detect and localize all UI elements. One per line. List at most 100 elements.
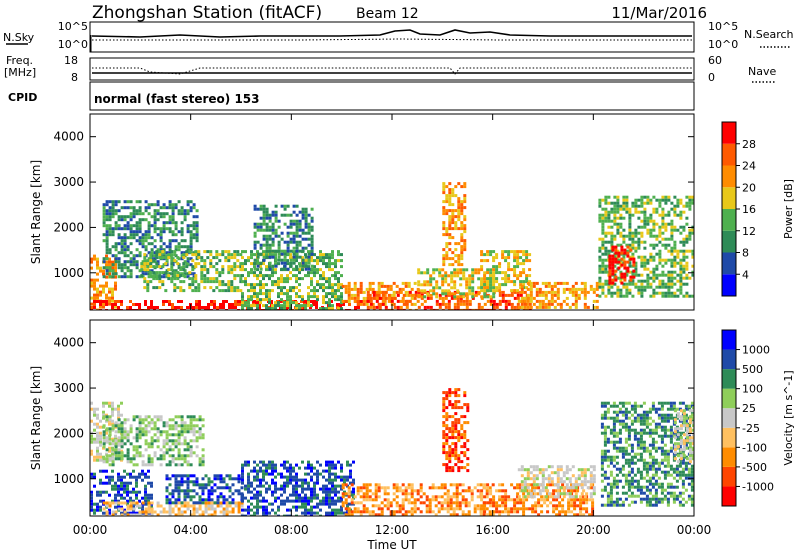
echo-cell	[159, 227, 163, 231]
echo-cell	[180, 513, 184, 516]
echo-cell	[622, 240, 626, 244]
echo-cell	[389, 287, 393, 291]
echo-cell	[664, 282, 668, 286]
echo-cell	[286, 225, 290, 229]
echo-cell	[667, 279, 671, 283]
echo-cell	[286, 298, 289, 302]
echo-cell	[253, 253, 256, 257]
echo-cell	[141, 233, 145, 237]
echo-cell	[237, 504, 241, 508]
echo-cell	[337, 259, 340, 263]
echo-cell	[465, 296, 469, 300]
echo-cell	[120, 421, 124, 425]
echo-cell	[598, 213, 602, 217]
echo-cell	[443, 498, 447, 502]
echo-cell	[111, 401, 114, 405]
echo-cell	[631, 282, 635, 286]
echo-cell	[90, 281, 93, 285]
echo-cell	[340, 478, 343, 482]
echo-cell	[132, 206, 136, 210]
echo-cell	[259, 225, 263, 229]
echo-cell	[180, 457, 184, 461]
echo-cell	[398, 507, 402, 511]
echo-cell	[165, 421, 169, 425]
echo-cell	[352, 487, 355, 491]
echo-cell	[372, 308, 376, 310]
echo-cell	[117, 457, 121, 461]
echo-cell	[168, 230, 172, 234]
echo-cell	[171, 489, 175, 493]
echo-cell	[117, 209, 121, 213]
echo-cell	[90, 260, 93, 264]
echo-cell	[105, 272, 109, 276]
echo-cell	[192, 504, 196, 508]
echo-cell	[676, 279, 680, 283]
echo-cell	[483, 308, 487, 310]
echo-cell	[442, 436, 446, 440]
echo-cell	[165, 433, 169, 437]
echo-cell	[347, 507, 351, 511]
echo-cell	[310, 225, 314, 229]
echo-cell	[165, 269, 169, 273]
echo-cell	[105, 257, 109, 261]
echo-cell	[451, 427, 455, 431]
echo-cell	[667, 294, 671, 298]
echo-cell	[234, 303, 237, 306]
echo-cell	[670, 237, 674, 241]
echo-cell	[141, 460, 145, 464]
echo-cell	[117, 427, 121, 431]
echo-cell	[392, 293, 396, 297]
echo-cell	[253, 292, 256, 296]
echo-cell	[170, 265, 174, 269]
echo-cell	[340, 469, 343, 473]
echo-cell	[457, 421, 461, 425]
echo-cell	[544, 296, 548, 300]
echo-cell	[461, 483, 465, 487]
echo-cell	[186, 504, 190, 508]
echo-cell	[445, 212, 449, 216]
echo-cell	[316, 268, 319, 272]
echo-cell	[652, 219, 656, 223]
echo-cell	[620, 272, 624, 276]
echo-cell	[183, 215, 187, 219]
echo-cell	[152, 271, 156, 275]
echo-cell	[614, 275, 618, 279]
echo-cell	[631, 201, 635, 205]
echo-cell	[150, 442, 154, 446]
echo-cell	[189, 480, 193, 484]
echo-cell	[447, 299, 451, 303]
echo-cell	[189, 239, 193, 243]
echo-cell	[292, 487, 295, 491]
echo-cell	[474, 271, 478, 275]
echo-cell	[117, 454, 121, 458]
echo-cell	[544, 281, 548, 285]
echo-cell	[640, 231, 644, 235]
echo-cell	[168, 218, 172, 222]
echo-cell	[262, 475, 265, 479]
echo-cell	[640, 198, 644, 202]
echo-cell	[336, 303, 339, 306]
echo-cell	[679, 225, 683, 229]
echo-cell	[614, 269, 618, 273]
echo-cell	[192, 489, 196, 493]
echo-cell	[431, 486, 435, 490]
echo-cell	[244, 460, 247, 464]
echo-cell	[153, 239, 157, 243]
echo-cell	[386, 284, 390, 288]
echo-cell	[195, 436, 199, 440]
echo-cell	[93, 293, 96, 297]
echo-cell	[673, 249, 677, 253]
echo-cell	[126, 511, 129, 515]
echo-cell	[464, 489, 468, 493]
echo-cell	[126, 439, 130, 443]
echo-cell	[348, 303, 351, 306]
echo-cell	[310, 505, 313, 509]
echo-cell	[295, 219, 299, 223]
echo-cell	[209, 262, 213, 266]
echo-cell	[265, 283, 268, 287]
echo-cell	[460, 263, 464, 267]
echo-cell	[676, 252, 680, 256]
echo-cell	[171, 510, 175, 514]
echo-cell	[529, 296, 533, 300]
echo-cell	[197, 262, 201, 266]
